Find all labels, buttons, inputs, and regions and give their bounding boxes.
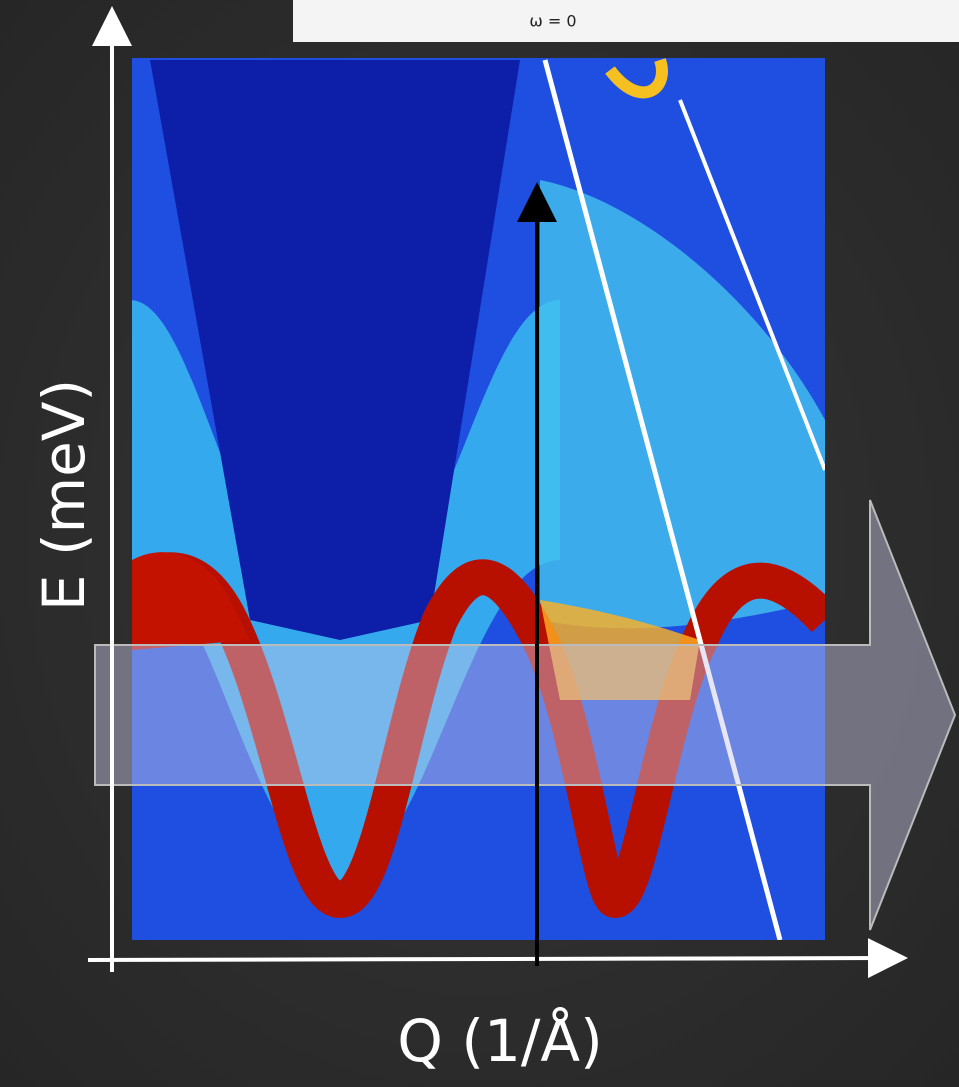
spectrum-image (132, 58, 825, 940)
overlay-arrow (94, 499, 957, 931)
y-axis-label: E (meV) (30, 379, 98, 611)
x-axis (87, 938, 908, 979)
title-box (293, 0, 959, 42)
x-axis-label: Q (1/Å) (397, 1006, 602, 1075)
title: ω = 0 (529, 12, 576, 31)
